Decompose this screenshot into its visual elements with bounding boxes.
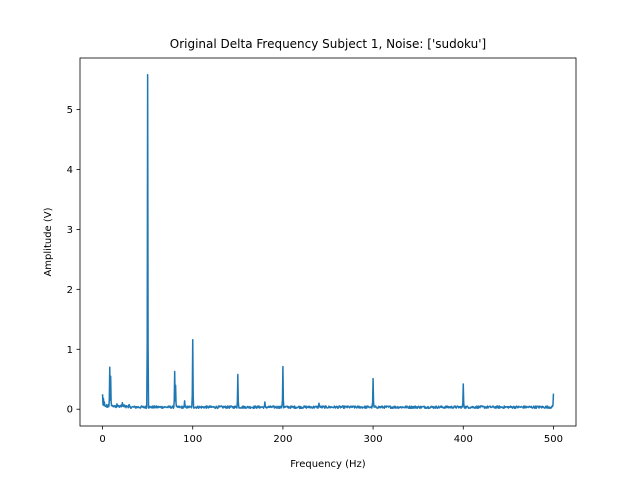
x-tick-label: 100 <box>183 434 202 445</box>
y-tick-label: 0 <box>67 405 73 416</box>
x-tick-label: 500 <box>544 434 563 445</box>
y-tick-label: 3 <box>67 225 73 236</box>
x-tick-label: 400 <box>454 434 473 445</box>
chart-title: Original Delta Frequency Subject 1, Nois… <box>170 37 486 51</box>
y-tick-label: 5 <box>67 105 73 116</box>
x-tick-label: 300 <box>364 434 383 445</box>
x-tick-label: 0 <box>99 434 105 445</box>
x-axis-label: Frequency (Hz) <box>290 459 366 470</box>
y-axis-label: Amplitude (V) <box>43 207 54 276</box>
axes-frame <box>79 57 577 427</box>
y-ticks: 0 1 2 3 4 5 <box>67 105 80 416</box>
x-ticks: 0 100 200 300 400 500 <box>99 426 563 445</box>
y-tick-label: 2 <box>67 285 73 296</box>
y-tick-label: 1 <box>67 345 73 356</box>
plot-area <box>101 74 555 410</box>
x-tick-label: 200 <box>273 434 292 445</box>
y-tick-label: 4 <box>67 165 73 176</box>
series-line <box>101 74 555 410</box>
